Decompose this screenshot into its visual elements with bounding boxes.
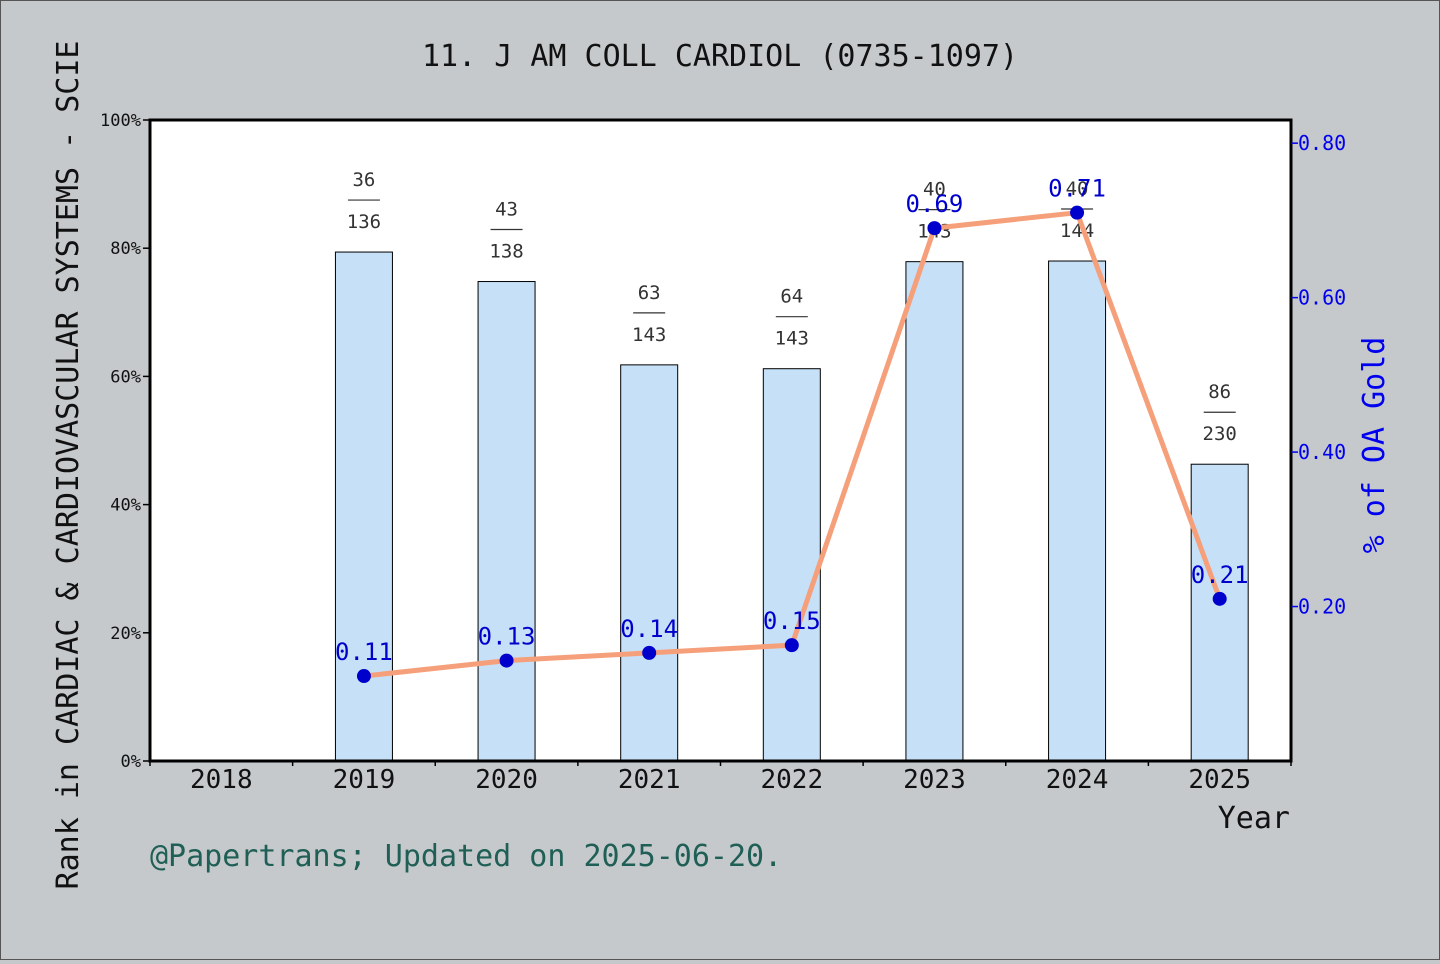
bar [334, 251, 393, 762]
x-axis: 2018 2019 2020 2021 2022 2023 2024 2025 [149, 761, 1292, 795]
y-axis-right: 0.20 0.40 0.60 0.80 [1291, 131, 1346, 619]
x-tick-label: 2018 [190, 765, 253, 795]
y-tick-label: 60% [110, 367, 141, 387]
x-tick-label: 2025 [1188, 765, 1251, 795]
bar [1048, 260, 1107, 762]
chart-title: 11. J AM COLL CARDIOL (0735-1097) [422, 39, 1018, 74]
oa-gold-point [927, 221, 942, 236]
x-tick-label: 2020 [475, 765, 538, 795]
y-axis-left-label: Rank in CARDIAC & CARDIOVASCULAR SYSTEMS… [51, 41, 86, 890]
y-tick-label: 40% [110, 496, 141, 516]
oa-gold-point [356, 669, 371, 684]
bar-total-label: 143 [775, 328, 809, 350]
x-tick-label: 2019 [333, 765, 396, 795]
bar-rank-label: 43 [495, 199, 518, 221]
point-labels-layer: 0.11 0.13 0.14 0.15 0.69 0.71 0.21 [335, 175, 1249, 666]
bar-rank-label: 86 [1208, 381, 1231, 403]
bar-rank-label: 40 [1066, 178, 1089, 200]
plot-area [150, 120, 1291, 761]
bar [905, 261, 964, 762]
oa-gold-point [499, 653, 514, 668]
bar [762, 368, 821, 762]
y-tick-label: 20% [110, 624, 141, 644]
y2-tick-label: 0.60 [1298, 286, 1346, 310]
oa-gold-value-label: 0.14 [620, 615, 678, 643]
y2-tick-label: 0.80 [1298, 131, 1346, 155]
bar-total-label: 136 [347, 211, 381, 233]
oa-gold-value-label: 0.21 [1191, 561, 1249, 589]
bar-rank-label: 64 [780, 286, 803, 308]
bar-total-label: 230 [1203, 423, 1237, 445]
bar [477, 281, 536, 762]
oa-gold-value-label: 0.71 [1048, 175, 1106, 203]
y2-tick-label: 0.40 [1298, 440, 1346, 464]
x-tick-label: 2024 [1046, 765, 1109, 795]
oa-gold-value-label: 0.15 [763, 607, 821, 635]
line-layer [356, 205, 1227, 684]
bar-labels-layer: 36136431386314364143401434014486230 [347, 169, 1237, 445]
bar [620, 364, 679, 762]
x-tick-label: 2021 [618, 765, 681, 795]
bar-rank-label: 63 [638, 282, 661, 304]
oa-gold-point [642, 645, 657, 660]
oa-gold-value-label: 0.11 [335, 638, 393, 666]
x-axis-label: Year [1218, 801, 1290, 836]
x-tick-label: 2023 [903, 765, 966, 795]
bar-rank-label: 40 [923, 179, 946, 201]
y-tick-label: 80% [110, 239, 141, 259]
x-tick-label: 2022 [761, 765, 824, 795]
oa-gold-value-label: 0.69 [906, 190, 964, 218]
oa-gold-point [1070, 205, 1085, 220]
footnote: @Papertrans; Updated on 2025-06-20. [150, 839, 782, 874]
y-tick-label: 0% [121, 752, 141, 772]
y2-tick-label: 0.20 [1298, 595, 1346, 619]
oa-gold-point [1212, 591, 1227, 606]
oa-gold-point [784, 638, 799, 653]
bar-total-label: 143 [632, 324, 666, 346]
bar [1190, 463, 1249, 762]
oa-gold-value-label: 0.13 [478, 623, 536, 651]
bar-rank-label: 36 [352, 169, 375, 191]
y-tick-label: 100% [100, 111, 141, 131]
bar-total-label: 138 [489, 241, 523, 263]
y-axis-left: 0% 20% 40% 60% 80% 100% [100, 111, 150, 772]
y-axis-right-label: % of OA Gold [1357, 337, 1392, 554]
bars-layer [334, 251, 1249, 762]
